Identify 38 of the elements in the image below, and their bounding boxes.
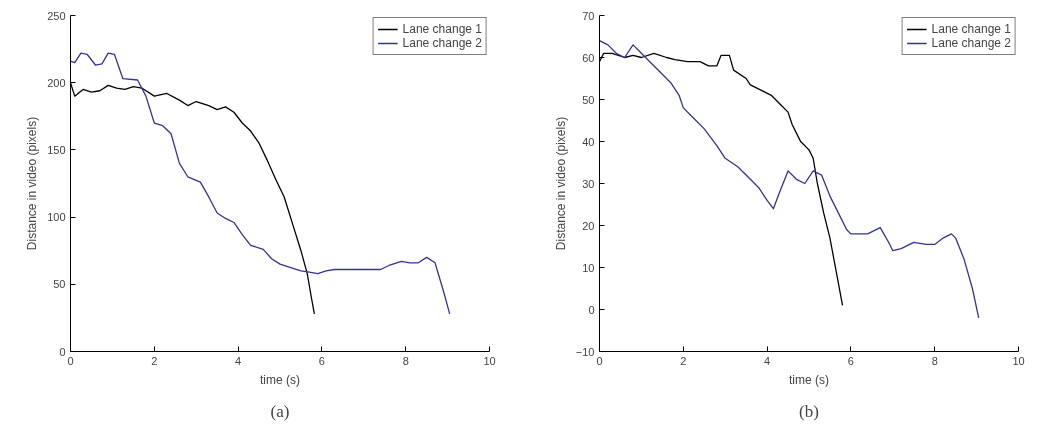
y-tick-label: 0 bbox=[59, 345, 66, 358]
text: (a) bbox=[270, 401, 290, 421]
y-tick-label: 0 bbox=[588, 303, 595, 316]
text: (b) bbox=[799, 401, 819, 421]
legend-label: Lane change 2 bbox=[402, 36, 482, 50]
y-tick-label: 150 bbox=[47, 143, 66, 156]
line-series bbox=[70, 52, 451, 315]
x-tick-label: 2 bbox=[151, 354, 158, 367]
x-tick-label: 6 bbox=[847, 354, 854, 367]
x-axis-title: time (s) bbox=[260, 372, 300, 387]
legend-label: Lane change 1 bbox=[402, 22, 482, 36]
legend-label: Lane change 2 bbox=[931, 36, 1011, 50]
x-tick-label: 0 bbox=[67, 354, 74, 367]
x-tick-label: 6 bbox=[318, 354, 325, 367]
y-axis-title: Distance in video (pixels) bbox=[25, 116, 40, 251]
y-tick-label: 30 bbox=[582, 177, 595, 190]
x-tick-label: 4 bbox=[764, 354, 771, 367]
x-tick-label: 10 bbox=[483, 354, 496, 367]
y-tick-label: 10 bbox=[582, 261, 595, 274]
x-tick-label: 8 bbox=[402, 354, 409, 367]
x-tick-label: 4 bbox=[235, 354, 242, 367]
y-tick-label: 50 bbox=[582, 93, 595, 106]
y-tick-label: 20 bbox=[582, 219, 595, 232]
y-tick-label: 50 bbox=[53, 278, 66, 291]
y-tick-label: 200 bbox=[47, 76, 66, 89]
x-tick-label: 0 bbox=[596, 354, 603, 367]
y-axis-title: Distance in video (pixels) bbox=[553, 116, 568, 251]
x-axis-title: time (s) bbox=[789, 372, 829, 387]
y-tick-label: 250 bbox=[47, 9, 66, 22]
y-tick-label: 60 bbox=[582, 51, 595, 64]
x-tick-label: 8 bbox=[931, 354, 938, 367]
legend-label: Lane change 1 bbox=[931, 22, 1011, 36]
x-tick-label: 10 bbox=[1012, 354, 1025, 367]
y-tick-label: 40 bbox=[582, 135, 595, 148]
y-tick-label: 100 bbox=[47, 211, 66, 224]
y-tick-label: −10 bbox=[575, 345, 595, 358]
y-tick-label: 70 bbox=[582, 9, 595, 22]
x-tick-label: 2 bbox=[680, 354, 687, 367]
